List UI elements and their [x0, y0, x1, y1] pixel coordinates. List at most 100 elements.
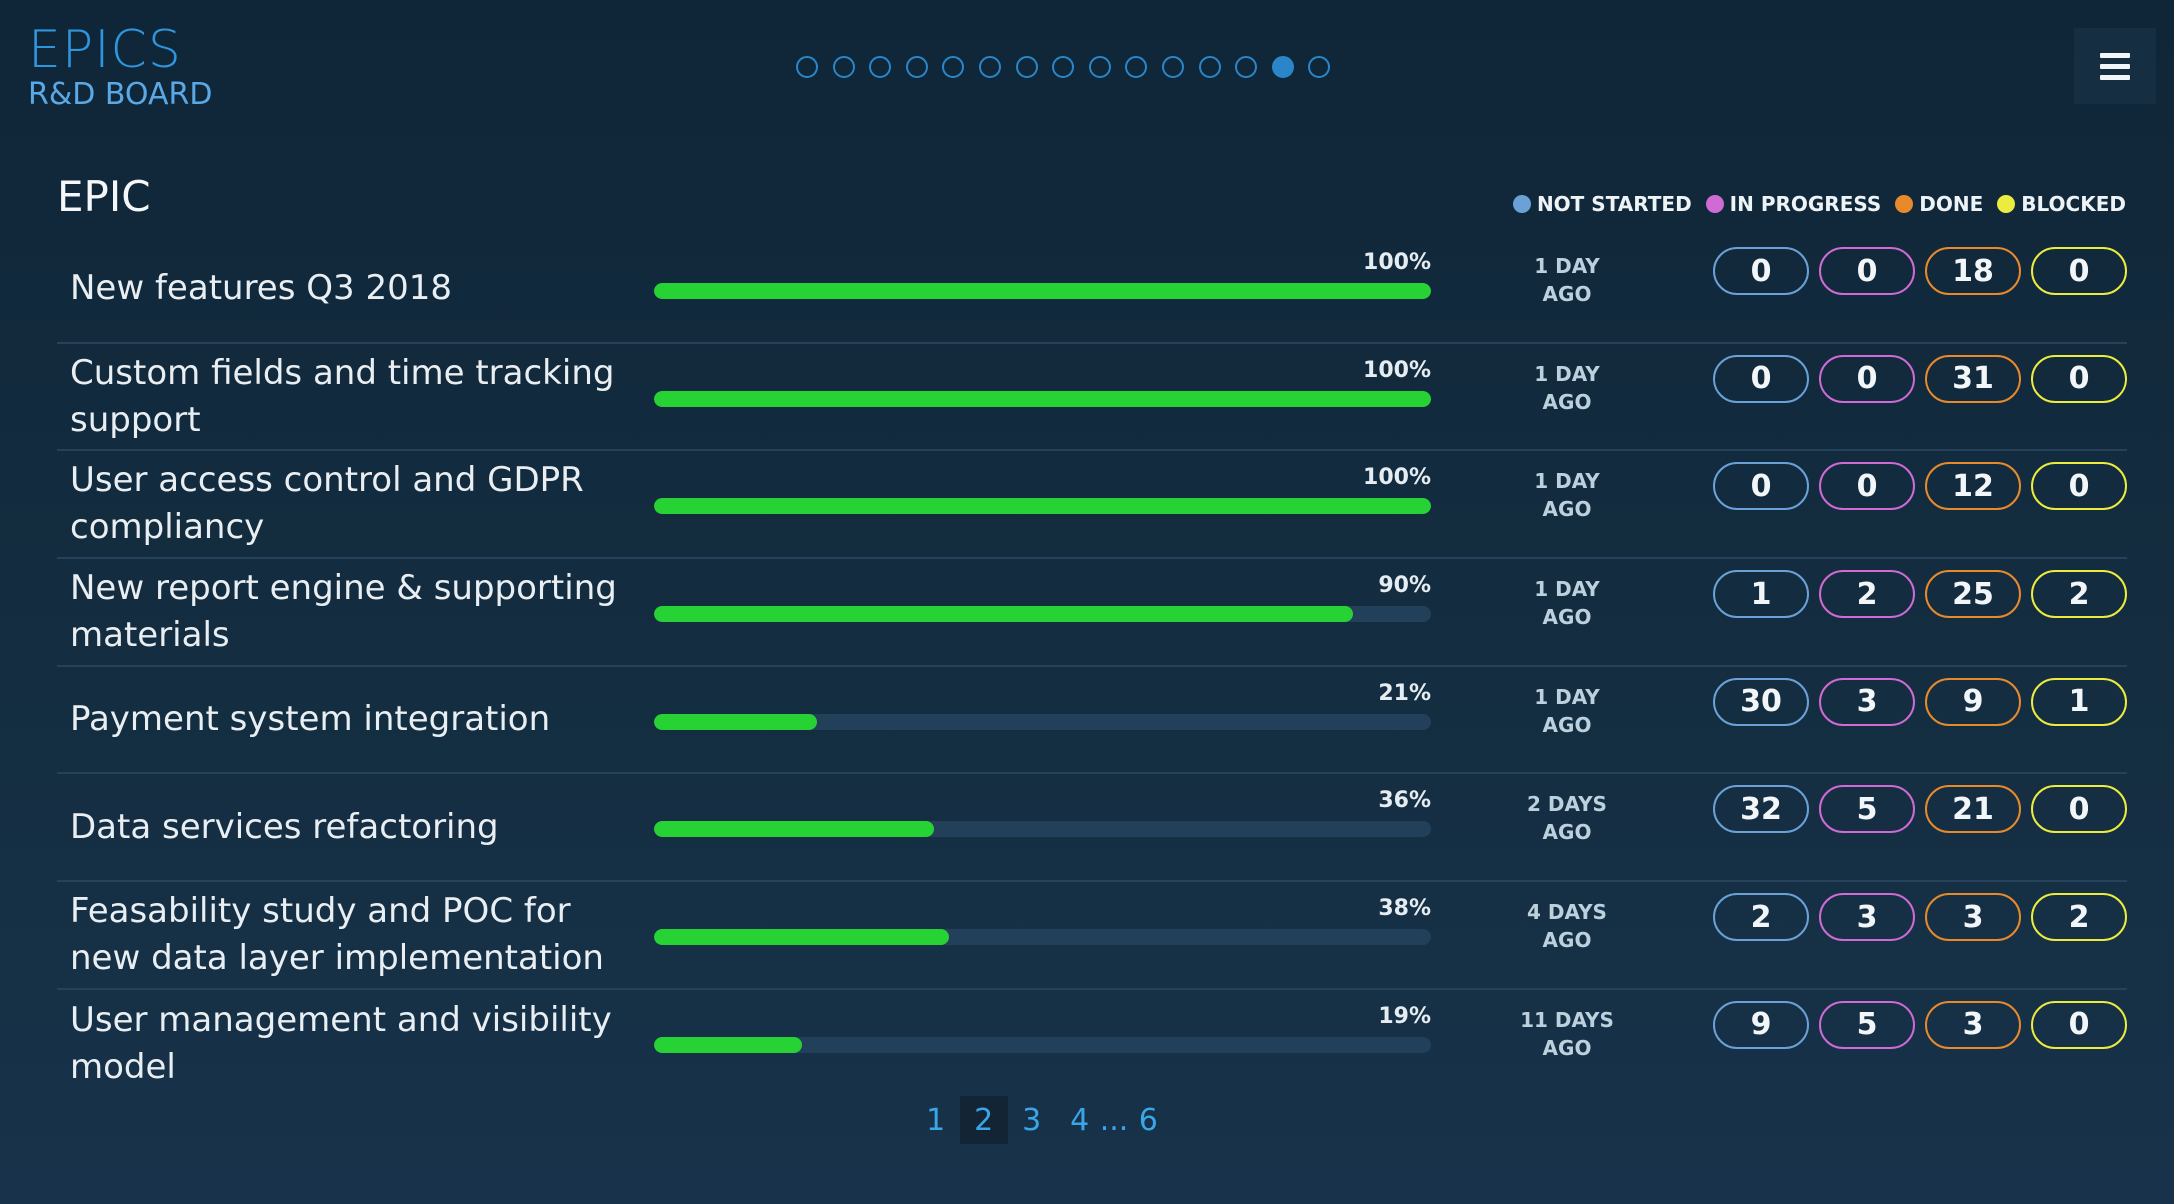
legend-item: IN PROGRESS: [1705, 192, 1881, 216]
hamburger-menu-button[interactable]: [2074, 28, 2156, 104]
in-progress-count[interactable]: 0: [1819, 354, 1915, 403]
not-started-count[interactable]: 30: [1713, 677, 1809, 726]
done-count[interactable]: 18: [1925, 247, 2021, 295]
carousel-dot[interactable]: [1015, 56, 1038, 78]
done-count[interactable]: 3: [1925, 893, 2021, 942]
epic-row[interactable]: Feasability study and POC for new data l…: [57, 882, 2127, 990]
legend-item: DONE: [1895, 192, 1983, 216]
last-updated: 2 DAYS AGO: [1527, 792, 1607, 845]
carousel-dot[interactable]: [905, 56, 928, 78]
progress-bar: [654, 929, 1431, 946]
blocked-count[interactable]: 0: [2031, 247, 2127, 295]
last-updated: 11 DAYS AGO: [1520, 1007, 1614, 1060]
legend-item: BLOCKED: [1997, 192, 2126, 216]
epic-name[interactable]: Custom fields and time tracking support: [70, 352, 615, 440]
not-started-count[interactable]: 0: [1713, 354, 1809, 403]
progress-percent: 100%: [1363, 250, 1431, 275]
progress-bar-fill: [654, 498, 1431, 515]
progress-percent: 38%: [1378, 896, 1431, 922]
epic-name[interactable]: User access control and GDPR compliancy: [70, 460, 584, 548]
page-link[interactable]: 2: [959, 1096, 1008, 1144]
progress-bar: [654, 498, 1431, 515]
blocked-count[interactable]: 1: [2031, 677, 2127, 726]
epic-name[interactable]: New report engine & supporting materials: [70, 567, 617, 655]
in-progress-count[interactable]: 0: [1819, 247, 1915, 295]
blocked-count[interactable]: 0: [2031, 462, 2127, 511]
in-progress-count[interactable]: 3: [1819, 893, 1915, 942]
progress-bar-fill: [654, 606, 1354, 623]
carousel-dot[interactable]: [978, 56, 1001, 78]
in-progress-count[interactable]: 0: [1819, 462, 1915, 511]
not-started-count[interactable]: 32: [1713, 785, 1809, 834]
done-count[interactable]: 12: [1925, 462, 2021, 511]
carousel-dot[interactable]: [1235, 56, 1258, 78]
epic-row[interactable]: New report engine & supporting materials…: [57, 559, 2127, 667]
blocked-count[interactable]: 0: [2031, 354, 2127, 403]
epic-row[interactable]: New features Q3 2018 100% 1 DAY AGO 0 0 18 0: [57, 236, 2127, 344]
legend-dot-icon: [1895, 195, 1914, 213]
progress-bar: [654, 821, 1431, 838]
carousel-dot[interactable]: [1052, 56, 1075, 78]
page-link-last[interactable]: 6: [1138, 1102, 1158, 1138]
epic-row[interactable]: Custom fields and time tracking support 1…: [57, 344, 2127, 452]
legend-dot-icon: [1997, 195, 2016, 213]
legend-label: BLOCKED: [2021, 192, 2126, 216]
carousel-dot[interactable]: [942, 56, 965, 78]
epic-name[interactable]: New features Q3 2018: [70, 268, 452, 309]
pagination-ellipsis: ...: [1099, 1102, 1129, 1138]
status-counts: 32 5 21 0: [1713, 785, 2127, 834]
progress-bar-fill: [654, 713, 818, 730]
done-count[interactable]: 9: [1925, 677, 2021, 726]
progress-bar-fill: [654, 283, 1431, 299]
not-started-count[interactable]: 2: [1713, 893, 1809, 942]
in-progress-count[interactable]: 3: [1819, 677, 1915, 726]
in-progress-count[interactable]: 5: [1819, 785, 1915, 834]
progress-percent: 100%: [1363, 357, 1431, 383]
not-started-count[interactable]: 1: [1713, 570, 1809, 619]
pagination: 1 2 3 4... 6: [0, 1096, 2174, 1144]
epic-name[interactable]: Feasability study and POC for new data l…: [70, 890, 604, 978]
epic-row[interactable]: Payment system integration 21% 1 DAY AGO 30 3…: [57, 667, 2127, 775]
carousel-dot[interactable]: [1198, 56, 1221, 78]
epic-list: New features Q3 2018 100% 1 DAY AGO 0 0 18 0 Cus…: [57, 236, 2127, 1098]
carousel-dot[interactable]: [796, 56, 818, 78]
done-count[interactable]: 21: [1925, 785, 2021, 834]
carousel-dot[interactable]: [1308, 56, 1331, 78]
blocked-count[interactable]: 2: [2031, 893, 2127, 942]
not-started-count[interactable]: 0: [1713, 462, 1809, 511]
progress-bar-fill: [654, 929, 950, 946]
progress-percent: 100%: [1363, 465, 1431, 491]
progress-percent: 90%: [1378, 573, 1431, 599]
epic-row[interactable]: Data services refactoring 36% 2 DAYS AGO 32 5…: [57, 774, 2127, 883]
epic-row[interactable]: User management and visibility model 19% 1…: [57, 990, 2127, 1098]
epic-name[interactable]: User management and visibility model: [70, 999, 612, 1087]
last-updated: 1 DAY AGO: [1534, 361, 1600, 414]
page-link[interactable]: 4: [1070, 1102, 1090, 1138]
blocked-count[interactable]: 2: [2031, 570, 2127, 619]
page-link[interactable]: 3: [1022, 1102, 1042, 1138]
blocked-count[interactable]: 0: [2031, 785, 2127, 834]
in-progress-count[interactable]: 5: [1819, 1000, 1915, 1049]
epic-name[interactable]: Data services refactoring: [70, 806, 499, 847]
status-counts: 0 0 18 0: [1713, 247, 2127, 295]
epic-row[interactable]: User access control and GDPR compliancy 1…: [57, 451, 2127, 560]
done-count[interactable]: 25: [1925, 570, 2021, 619]
carousel-dot[interactable]: [869, 56, 892, 78]
progress-bar: [654, 713, 1431, 730]
carousel-dot[interactable]: [1088, 56, 1111, 78]
epic-name[interactable]: Payment system integration: [70, 699, 551, 740]
carousel-dot[interactable]: [832, 56, 855, 78]
done-count[interactable]: 3: [1925, 1000, 2021, 1049]
not-started-count[interactable]: 0: [1713, 247, 1809, 295]
last-updated: 1 DAY AGO: [1534, 684, 1600, 737]
done-count[interactable]: 31: [1925, 354, 2021, 403]
page-link[interactable]: 1: [926, 1102, 946, 1138]
carousel-dot[interactable]: [1161, 56, 1184, 78]
progress-bar: [654, 606, 1431, 623]
carousel-dot[interactable]: [1125, 56, 1148, 78]
not-started-count[interactable]: 9: [1713, 1000, 1809, 1049]
blocked-count[interactable]: 0: [2031, 1000, 2127, 1049]
in-progress-count[interactable]: 2: [1819, 570, 1915, 619]
carousel-dot[interactable]: [1271, 56, 1294, 78]
